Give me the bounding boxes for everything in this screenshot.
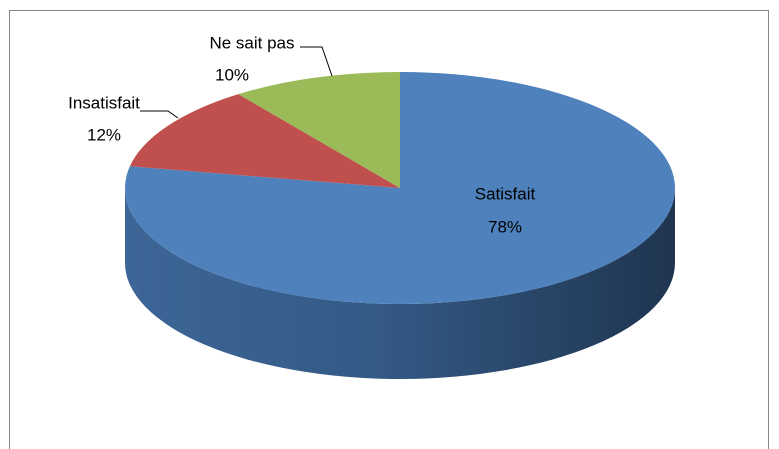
slice bbox=[129, 94, 400, 188]
slice-side bbox=[125, 188, 675, 379]
slice-value-label: 78% bbox=[488, 217, 522, 236]
pie bbox=[125, 72, 676, 379]
slice bbox=[238, 72, 400, 188]
slice-value-label: 10% bbox=[215, 65, 249, 84]
slice-value-label: 12% bbox=[87, 125, 121, 144]
slice bbox=[125, 72, 676, 305]
leader-line bbox=[300, 46, 333, 77]
leader-line bbox=[140, 110, 179, 119]
slice-label: Insatisfait bbox=[68, 93, 140, 112]
slice-label: Satisfait bbox=[475, 184, 536, 203]
slice-label: Ne sait pas bbox=[209, 33, 294, 52]
